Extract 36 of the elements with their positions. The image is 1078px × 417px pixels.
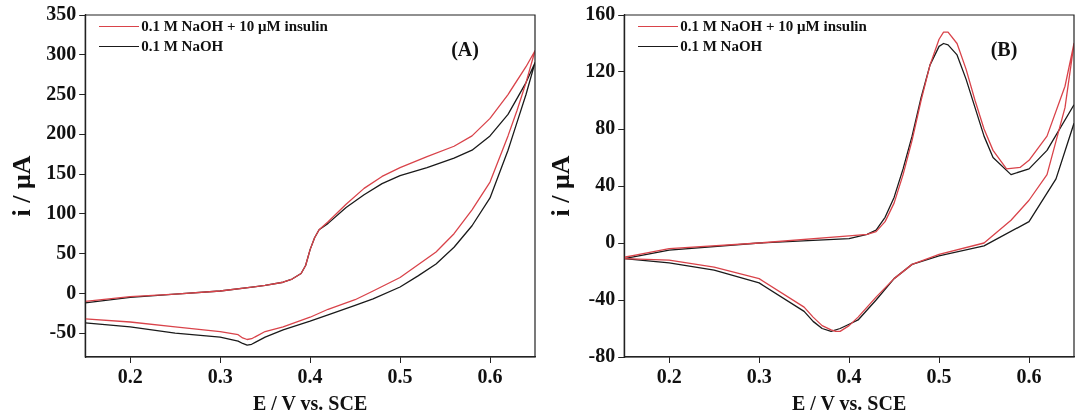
y-tick-label: 160 <box>585 2 616 25</box>
x-tick-label: 0.3 <box>207 365 233 388</box>
y-tick-label: 150 <box>46 161 77 184</box>
y-tick-label: 100 <box>46 201 77 224</box>
x-axis-title: E / V vs. SCE <box>252 392 368 415</box>
y-tick-label: 40 <box>595 173 616 196</box>
y-tick-label: -50 <box>49 320 77 343</box>
y-tick-label: 350 <box>46 2 77 25</box>
legend-label: 0.1 M NaOH + 10 μM insulin <box>141 17 328 35</box>
legend-label: 0.1 M NaOH <box>680 37 763 55</box>
y-axis-title: i / μA <box>546 155 576 217</box>
annotation: (B) <box>990 38 1018 62</box>
x-tick-label: 0.6 <box>477 365 503 388</box>
y-tick-label: 200 <box>46 121 77 144</box>
y-tick-label: 80 <box>595 116 616 139</box>
x-tick-label: 0.2 <box>656 365 682 388</box>
y-tick-label: -80 <box>588 344 616 367</box>
legend-label: 0.1 M NaOH <box>141 37 224 55</box>
x-tick-label: 0.5 <box>387 365 413 388</box>
annotation: (A) <box>451 38 479 62</box>
y-tick-label: 300 <box>46 41 77 64</box>
y-tick-label: 0 <box>66 280 77 303</box>
x-tick-label: 0.5 <box>926 365 952 388</box>
x-tick-label: 0.2 <box>117 365 143 388</box>
y-tick-label: 50 <box>56 240 77 263</box>
x-tick-label: 0.3 <box>746 365 772 388</box>
x-tick-label: 0.4 <box>297 365 323 388</box>
y-tick-label: 120 <box>585 59 616 82</box>
y-tick-label: 0 <box>605 230 616 253</box>
x-tick-label: 0.6 <box>1016 365 1042 388</box>
y-tick-label: -40 <box>588 287 616 310</box>
y-axis-title: i / μA <box>7 155 37 217</box>
x-axis-title: E / V vs. SCE <box>791 392 907 415</box>
y-tick-label: 250 <box>46 81 77 104</box>
legend-label: 0.1 M NaOH + 10 μM insulin <box>680 17 867 35</box>
x-tick-label: 0.4 <box>836 365 862 388</box>
